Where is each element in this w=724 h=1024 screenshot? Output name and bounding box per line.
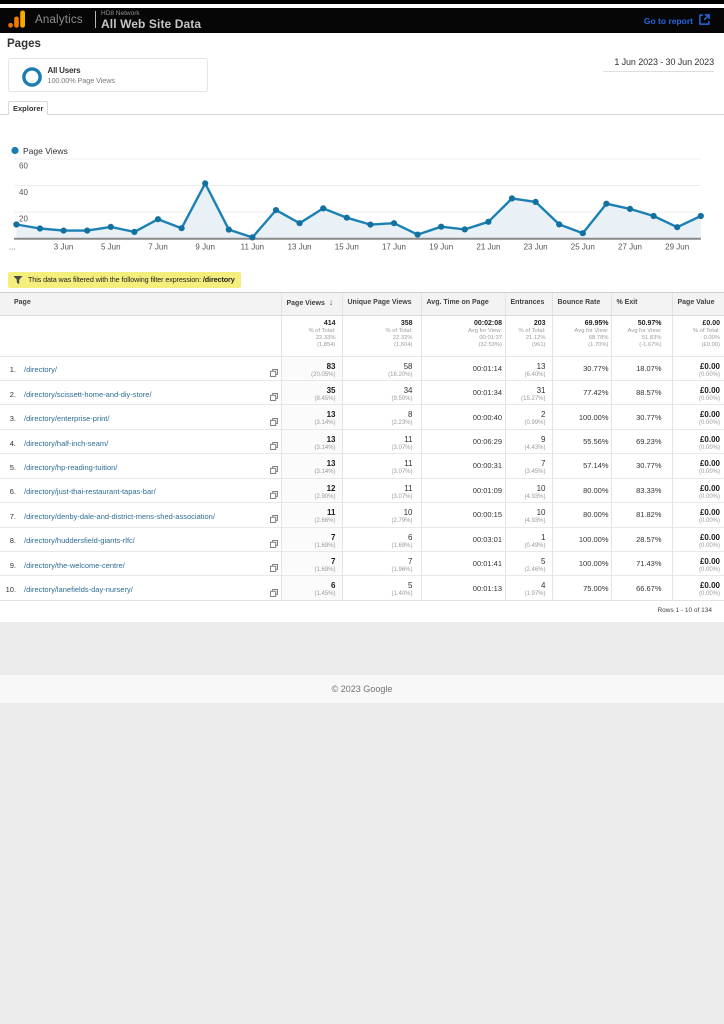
svg-text:29 Jun: 29 Jun [665, 243, 689, 252]
svg-text:27 Jun: 27 Jun [618, 243, 642, 252]
svg-text:17 Jun: 17 Jun [382, 243, 406, 252]
svg-text:9 Jun: 9 Jun [195, 243, 215, 252]
svg-text:15 Jun: 15 Jun [335, 243, 359, 252]
svg-text:5 Jun: 5 Jun [101, 243, 121, 252]
svg-text:...: ... [9, 243, 16, 252]
svg-text:25 Jun: 25 Jun [571, 243, 595, 252]
svg-text:Page Views: Page Views [23, 146, 68, 156]
svg-text:21 Jun: 21 Jun [476, 243, 500, 252]
svg-text:60: 60 [19, 162, 28, 171]
svg-text:20: 20 [19, 215, 28, 224]
svg-text:19 Jun: 19 Jun [429, 243, 453, 252]
svg-text:7 Jun: 7 Jun [148, 243, 168, 252]
svg-text:23 Jun: 23 Jun [524, 243, 548, 252]
svg-text:40: 40 [19, 188, 28, 197]
svg-text:3 Jun: 3 Jun [54, 243, 74, 252]
svg-text:13 Jun: 13 Jun [288, 243, 312, 252]
svg-text:11 Jun: 11 Jun [241, 243, 264, 252]
